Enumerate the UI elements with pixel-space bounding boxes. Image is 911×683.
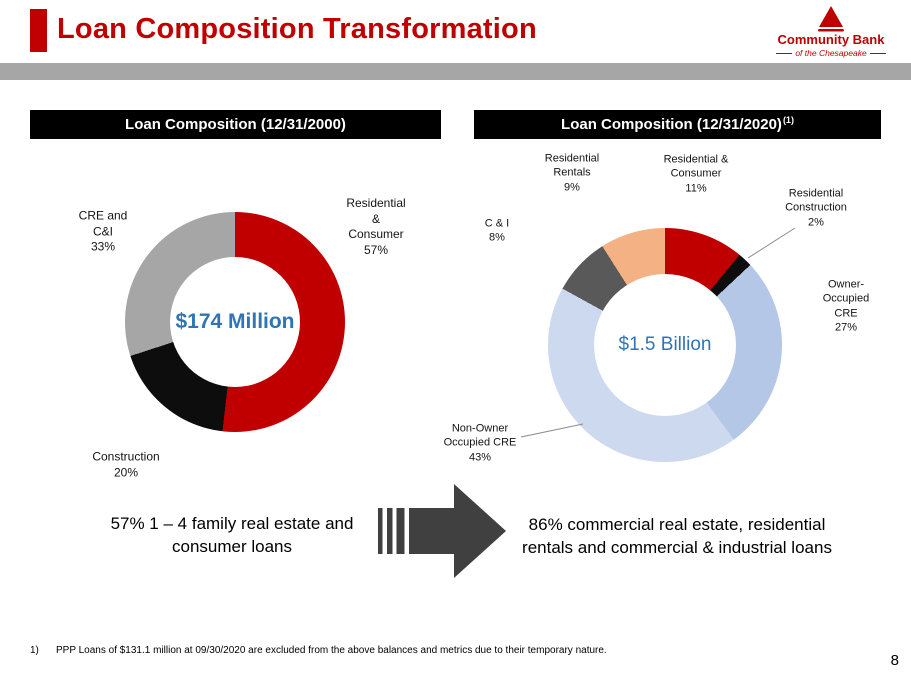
callout-residential-rentals-9: Residential Rentals 9%	[544, 152, 600, 194]
donut-hole	[170, 257, 300, 387]
logo-rule-left	[776, 52, 793, 54]
summary-2000: 57% 1 – 4 family real estate and consume…	[110, 514, 354, 556]
leader-line-non-owner-cre	[520, 423, 584, 438]
donut-chart-2000: $174 Million	[125, 212, 345, 432]
page-number: 8	[890, 652, 899, 669]
callout-construction-20: Construction 20%	[92, 449, 160, 479]
striped-right-arrow-icon	[378, 484, 506, 578]
logo-tagline: of the Chesapeake	[776, 48, 887, 58]
chart-title-2020-text: Loan Composition (12/31/2020)	[561, 116, 782, 133]
callout-c-and-i-8: C & I 8%	[484, 217, 510, 244]
total-loans-2020: $1.5 Billion	[618, 334, 712, 355]
donut-hole	[594, 274, 736, 416]
callout-cre-ci-33: CRE and C&I 33%	[78, 208, 128, 254]
footnote: 1) PPP Loans of $131.1 million at 09/30/2…	[30, 645, 607, 656]
callout-residential-consumer-11: Residential & Consumer 11%	[663, 153, 729, 195]
donut-chart-2020: $1.5 Billion	[548, 228, 782, 462]
leader-line-residential-construction	[747, 227, 796, 259]
footnote-text: PPP Loans of $131.1 million at 09/30/202…	[56, 645, 607, 656]
logo-rule-right	[869, 52, 887, 54]
callout-non-owner-occupied-cre-43: Non-Owner Occupied CRE 43%	[443, 422, 517, 464]
chart-title-2020-footnote-ref: (1)	[782, 114, 794, 125]
transformation-arrow	[376, 481, 508, 581]
chart-title-2000-text: Loan Composition (12/31/2000)	[125, 116, 346, 133]
page-title: Loan Composition Transformation	[57, 13, 537, 45]
callout-residential-consumer-57: Residential & Consumer 57%	[346, 195, 406, 257]
total-loans-2000: $174 Million	[175, 310, 295, 333]
company-logo: Community Bank of the Chesapeake	[776, 6, 887, 58]
logo-name: Community Bank	[777, 32, 885, 47]
summary-2020: 86% commercial real estate, residential …	[522, 515, 832, 557]
footnote-marker: 1)	[30, 645, 39, 656]
logo-tagline-text: of the Chesapeake	[795, 48, 867, 58]
callout-owner-occupied-cre-27: Owner-Occupied CRE 27%	[822, 278, 870, 334]
title-accent-bar	[30, 9, 47, 52]
callout-residential-construction-2: Residential Construction 2%	[785, 187, 847, 229]
header-divider-band	[0, 63, 911, 80]
sailboat-icon	[818, 6, 844, 32]
chart-title-2020: Loan Composition (12/31/2020) (1)	[474, 110, 881, 139]
chart-title-2000: Loan Composition (12/31/2000)	[30, 110, 441, 139]
